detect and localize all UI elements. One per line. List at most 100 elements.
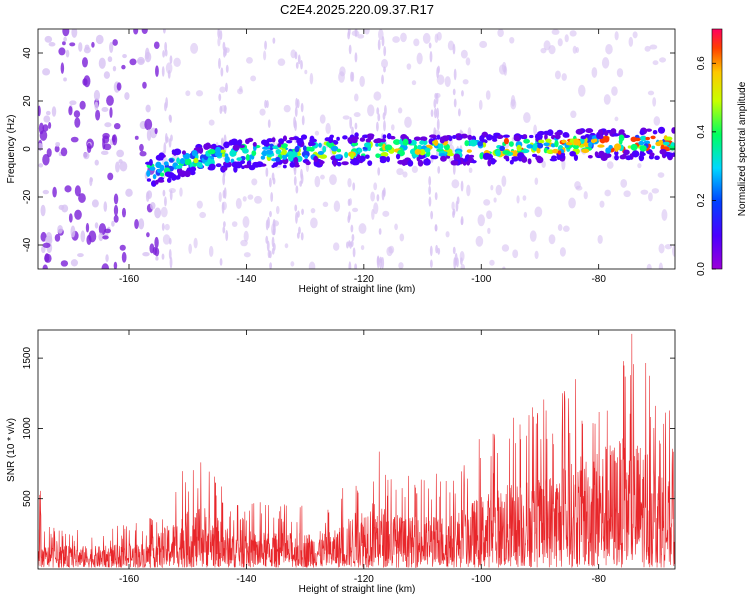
spectrogram-signal-blob <box>309 147 315 152</box>
spectrogram-noise-blob <box>247 194 254 200</box>
spectrogram-streak-blob <box>452 208 456 216</box>
snr-x-tick-label: -160 <box>119 574 139 585</box>
snr-x-tick-label: -100 <box>471 574 491 585</box>
spectrogram-noise-blob <box>193 237 198 249</box>
spectrogram-noise-blob <box>591 67 598 78</box>
spectrogram-streak-blob <box>272 223 276 236</box>
spectrogram-noise-blob <box>112 134 118 146</box>
spectrogram-noise-blob <box>95 34 104 45</box>
spectrogram-noise-blob <box>235 197 242 210</box>
spectrogram-noise-blob <box>217 37 221 47</box>
spectrogram-noise-blob <box>93 89 101 101</box>
spectrogram-noise-blob <box>360 245 365 251</box>
spectrogram-signal-blob <box>407 159 414 167</box>
spectrogram-streak-blob <box>297 54 301 65</box>
spectrogram-streak-blob <box>220 67 224 77</box>
spectrogram-signal-blob <box>652 130 658 135</box>
spectrogram-noise-blob <box>478 99 483 111</box>
spectrogram-noise-blob <box>493 197 497 203</box>
spectrogram-panel: -160 -140 -120 -100 -80 -40 -20 0 20 40 Height of… <box>6 28 676 295</box>
spectrogram-noise-blob <box>242 216 250 228</box>
spectrogram-noise-blob <box>185 90 191 97</box>
spectrogram-signal-blob <box>309 135 315 142</box>
spectrogram-noise-blob <box>44 253 50 263</box>
spectrogram-noise-blob <box>357 34 365 39</box>
spectrogram-signal-blob <box>282 143 288 148</box>
spectrogram-signal-blob <box>262 146 270 150</box>
spectrogram-streak-blob <box>437 165 441 174</box>
spectrogram-signal-blob <box>517 152 525 159</box>
spectrogram-signal-blob <box>223 141 230 149</box>
spectrogram-streak-blob <box>436 118 440 131</box>
spectrogram-signal-blob <box>168 158 174 163</box>
spectrogram-noise-blob <box>63 77 67 82</box>
spectrogram-noise-blob <box>54 145 60 153</box>
spectrogram-streak-blob <box>295 212 298 224</box>
spectrogram-noise-blob <box>106 95 114 106</box>
spectrogram-signal-blob <box>377 142 384 147</box>
spectrogram-signal-blob <box>367 134 374 140</box>
spectrogram-noise-blob <box>155 65 159 77</box>
spectrogram-noise-blob <box>354 93 359 102</box>
spectrogram-y-axis-label: Frequency (Hz) <box>6 115 17 184</box>
spectrogram-noise-blob <box>65 49 70 58</box>
spectrogram-streak-blob <box>219 29 223 41</box>
spectrogram-signal-blob <box>393 139 401 145</box>
spectrogram-noise-blob <box>139 143 144 152</box>
spectrogram-signal-blob <box>419 148 426 156</box>
spectrogram-signal-blob <box>659 148 667 155</box>
spectrogram-signal-blob <box>503 137 509 145</box>
spectrogram-signal-blob <box>322 145 327 153</box>
spectrogram-signal-blob <box>436 134 441 140</box>
spectrogram-noise-blob <box>529 230 537 242</box>
spectrogram-noise-blob <box>44 35 53 43</box>
spectrogram-signal-blob <box>513 134 522 142</box>
spectrogram-noise-blob <box>283 104 291 113</box>
chart-title: C2E4.2025.220.09.37.R17 <box>280 2 434 17</box>
spectrogram-noise-blob <box>42 153 50 166</box>
spectrogram-signal-blob <box>245 138 250 145</box>
spectrogram-noise-blob <box>42 242 51 248</box>
spectrogram-noise-blob <box>250 75 257 82</box>
spectrogram-noise-blob <box>121 251 127 263</box>
spectrogram-noise-blob <box>583 191 588 200</box>
spectrogram-noise-blob <box>605 43 613 55</box>
spectrogram-streak-blob <box>217 29 221 39</box>
spectrogram-streak-blob <box>351 126 354 136</box>
spectrogram-noise-blob <box>103 143 112 151</box>
spectrogram-signal-blob <box>357 148 363 153</box>
spectrogram-noise-blob <box>413 38 420 47</box>
spectrogram-signal-blob <box>486 134 493 141</box>
spectrogram-noise-blob <box>68 213 73 223</box>
spectrogram-streak-blob <box>223 187 227 199</box>
spectrogram-streak-blob <box>300 60 303 70</box>
spectrogram-noise-blob <box>479 40 488 49</box>
spectrogram-noise-blob <box>62 41 66 46</box>
spectrogram-streak-blob <box>434 192 438 201</box>
spectrogram-streak-blob <box>435 244 438 254</box>
spectrogram-signal-blob <box>207 157 212 165</box>
spectrogram-noise-blob <box>489 259 495 266</box>
spectrogram-streak-blob <box>294 204 298 212</box>
spectrogram-noise-blob <box>637 163 642 169</box>
spectrogram-noise-blob <box>554 70 561 80</box>
spectrogram-streak-blob <box>354 263 358 269</box>
spectrogram-signal-blob <box>433 139 439 146</box>
spectrogram-noise-blob <box>116 82 122 91</box>
spectrogram-streak-blob <box>352 247 356 258</box>
spectrogram-noise-blob <box>146 190 153 200</box>
spectrogram-noise-blob <box>434 33 439 43</box>
spectrogram-noise-blob <box>134 218 139 230</box>
spectrogram-streak-blob <box>376 194 380 202</box>
spectrogram-signal-blob <box>534 133 543 141</box>
spectrogram-signal-blob <box>313 155 319 163</box>
spectrogram-noise-blob <box>86 142 92 154</box>
spectrogram-signal-blob <box>382 143 386 151</box>
spectrogram-noise-blob <box>347 177 352 188</box>
spectrogram-signal-blob <box>456 137 463 141</box>
spectrogram-signal-blob <box>207 165 216 171</box>
spectrogram-noise-blob <box>58 47 66 56</box>
spectrogram-signal-blob <box>479 152 484 160</box>
snr-y-tick-label: 1000 <box>22 417 33 440</box>
spectrogram-noise-blob <box>373 91 382 101</box>
